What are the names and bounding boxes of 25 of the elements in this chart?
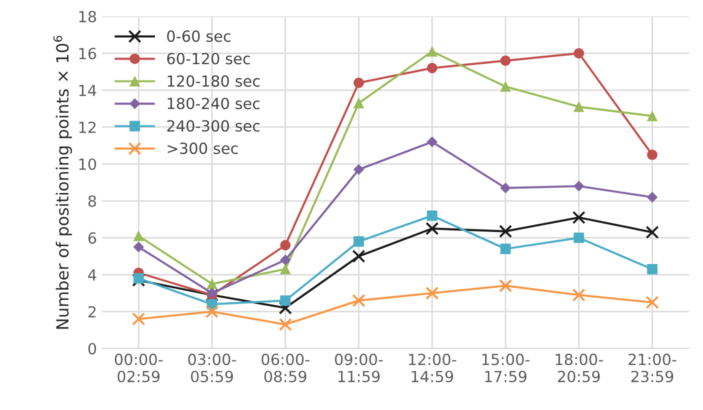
x-tick-label: 15:00- 17:59 [482,354,530,382]
y-tick-label: 14 [79,84,96,96]
x-tick-label: 03:00- 05:59 [188,354,236,382]
y-tick-label: 6 [88,232,96,244]
x-tick-label: 09:00- 11:59 [334,354,383,382]
legend-label: 180-240 sec [168,98,260,110]
y-tick-label: 2 [88,306,96,318]
x-tick-label: 00:00- 02:59 [114,354,163,382]
legend-label: 240-300 sec [167,120,260,132]
y-tick-label: 18 [79,10,96,22]
y-tick-label: 10 [79,158,96,170]
legend-label: >300 sec [168,142,238,154]
legend-label: 60-120 sec [167,52,250,64]
y-tick-label: 12 [79,122,96,133]
y-tick-label: 8 [88,195,96,207]
y-tick-label: 16 [79,48,96,60]
y-tick-label: 4 [88,269,96,281]
x-tick-label: 21:00- 23:59 [628,354,676,382]
y-tick-label: 0 [88,342,96,355]
legend-label: 0-60 sec [167,30,230,42]
x-tick-label: 06:00- 08:59 [262,354,310,382]
y-axis-title: Number of positioning points × 10$^{6}$ [53,36,72,329]
legend-label: 120-180 sec [168,75,260,87]
x-tick-label: 18:00- 20:59 [556,354,603,382]
x-tick-label: 12:00- 14:59 [409,354,456,382]
